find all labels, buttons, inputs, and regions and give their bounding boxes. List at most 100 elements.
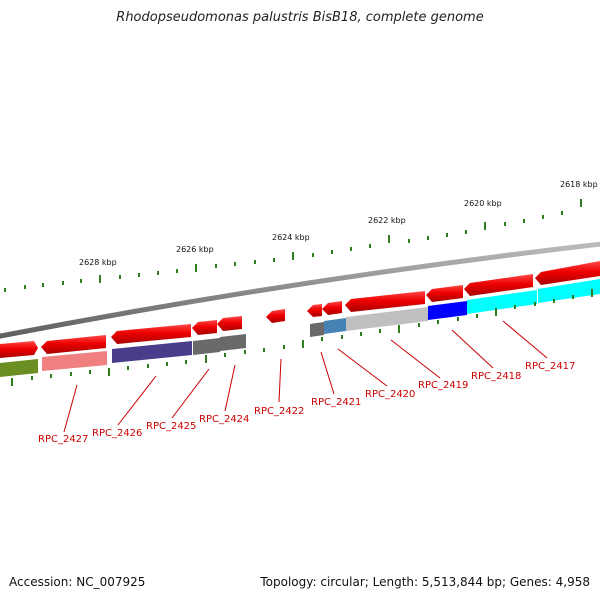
label-leaders — [63, 320, 548, 433]
major-tick — [99, 275, 101, 283]
cog-block[interactable] — [42, 351, 107, 371]
inner-tick — [224, 353, 226, 357]
minor-tick — [138, 273, 140, 277]
gene-label[interactable]: RPC_2420 — [365, 389, 415, 400]
inner-tick — [321, 337, 323, 341]
inner-tick — [147, 364, 149, 368]
cog-block[interactable] — [193, 338, 220, 355]
minor-tick — [446, 233, 448, 237]
cog-block[interactable] — [310, 322, 324, 337]
leader-line — [171, 368, 210, 419]
minor-tick — [523, 219, 525, 223]
gene-label[interactable]: RPC_2421 — [311, 397, 361, 408]
minor-tick — [427, 236, 429, 240]
minor-tick — [234, 262, 236, 266]
major-tick — [484, 222, 486, 230]
scale-tick-label: 2626 kbp — [176, 245, 214, 254]
inner-tick — [553, 299, 555, 303]
gene-arrow[interactable] — [345, 291, 425, 312]
gene-label[interactable]: RPC_2424 — [199, 414, 249, 425]
minor-tick — [273, 258, 275, 262]
inner-tick — [127, 366, 129, 370]
inner-tick — [437, 320, 439, 324]
gene-arrow[interactable] — [111, 324, 191, 344]
minor-tick — [312, 253, 314, 257]
minor-tick — [42, 283, 44, 287]
minor-tick — [176, 269, 178, 273]
leader-line — [63, 384, 78, 433]
gene-label[interactable]: RPC_2417 — [525, 361, 575, 372]
gene-labels: RPC_2427 RPC_2426 RPC_2425 RPC_2424 RPC_… — [38, 361, 575, 445]
accession-text: Accession: NC_007925 — [9, 575, 146, 589]
minor-tick — [465, 230, 467, 234]
cog-track — [0, 279, 600, 377]
cog-block[interactable] — [0, 359, 38, 377]
minor-tick — [542, 215, 544, 219]
gene-label[interactable]: RPC_2419 — [418, 380, 468, 391]
minor-tick — [504, 222, 506, 226]
inner-tick — [205, 355, 207, 363]
gene-arrow[interactable] — [41, 335, 106, 354]
minor-tick — [215, 264, 217, 268]
minor-tick — [4, 288, 6, 292]
gene-label[interactable]: RPC_2425 — [146, 421, 196, 432]
genome-backbone — [0, 241, 600, 339]
minor-tick — [331, 250, 333, 254]
minor-tick — [24, 285, 26, 289]
inner-tick — [244, 350, 246, 354]
gene-label[interactable]: RPC_2426 — [92, 428, 142, 439]
gene-arrow[interactable] — [535, 261, 600, 285]
gene-arrow[interactable] — [464, 274, 533, 296]
minor-tick — [561, 211, 563, 215]
gene-label[interactable]: RPC_2422 — [254, 406, 304, 417]
gene-arrow[interactable] — [307, 304, 322, 317]
inner-tick — [418, 323, 420, 327]
genome-summary-text: Topology: circular; Length: 5,513,844 bp… — [260, 575, 590, 589]
inner-tick — [379, 329, 381, 333]
gene-arrow[interactable] — [217, 316, 242, 331]
inner-tick — [476, 314, 478, 318]
cog-block[interactable] — [220, 334, 246, 351]
gene-arrow[interactable] — [266, 309, 285, 323]
inner-tick — [185, 360, 187, 364]
inner-tick — [50, 374, 52, 378]
minor-tick — [408, 239, 410, 243]
leader-line — [337, 348, 388, 387]
inner-tick — [283, 345, 285, 349]
cog-block[interactable] — [346, 307, 428, 331]
major-tick — [292, 252, 294, 260]
cog-block[interactable] — [538, 279, 600, 303]
inner-tick — [591, 289, 593, 297]
leader-line — [390, 339, 441, 379]
scale-tick-label: 2618 kbp — [560, 180, 598, 189]
leader-line — [502, 320, 548, 359]
minor-tick — [80, 279, 82, 283]
inner-tick — [89, 370, 91, 374]
leader-line — [451, 329, 494, 369]
cog-block[interactable] — [324, 318, 346, 334]
gene-label[interactable]: RPC_2427 — [38, 434, 88, 445]
inner-tick — [70, 372, 72, 376]
gene-label[interactable]: RPC_2418 — [471, 371, 521, 382]
minor-tick — [62, 281, 64, 285]
inner-tick — [31, 376, 33, 380]
inner-tick — [302, 340, 304, 348]
major-tick — [388, 235, 390, 243]
cog-block[interactable] — [467, 290, 537, 314]
inner-tick — [495, 308, 497, 316]
gene-arrow[interactable] — [426, 285, 463, 302]
scale-tick-label: 2624 kbp — [272, 233, 310, 242]
gene-arrow[interactable] — [322, 301, 342, 315]
inner-tick — [572, 295, 574, 299]
scale-tick-label: 2620 kbp — [464, 199, 502, 208]
inner-tick — [398, 325, 400, 333]
leader-line — [278, 358, 282, 403]
cog-block[interactable] — [112, 341, 192, 363]
leader-line — [224, 364, 236, 412]
inner-tick — [360, 332, 362, 336]
gene-arrow[interactable] — [0, 341, 38, 358]
gene-arrow[interactable] — [192, 320, 217, 335]
cog-block[interactable] — [428, 301, 467, 320]
minor-tick — [119, 275, 121, 279]
